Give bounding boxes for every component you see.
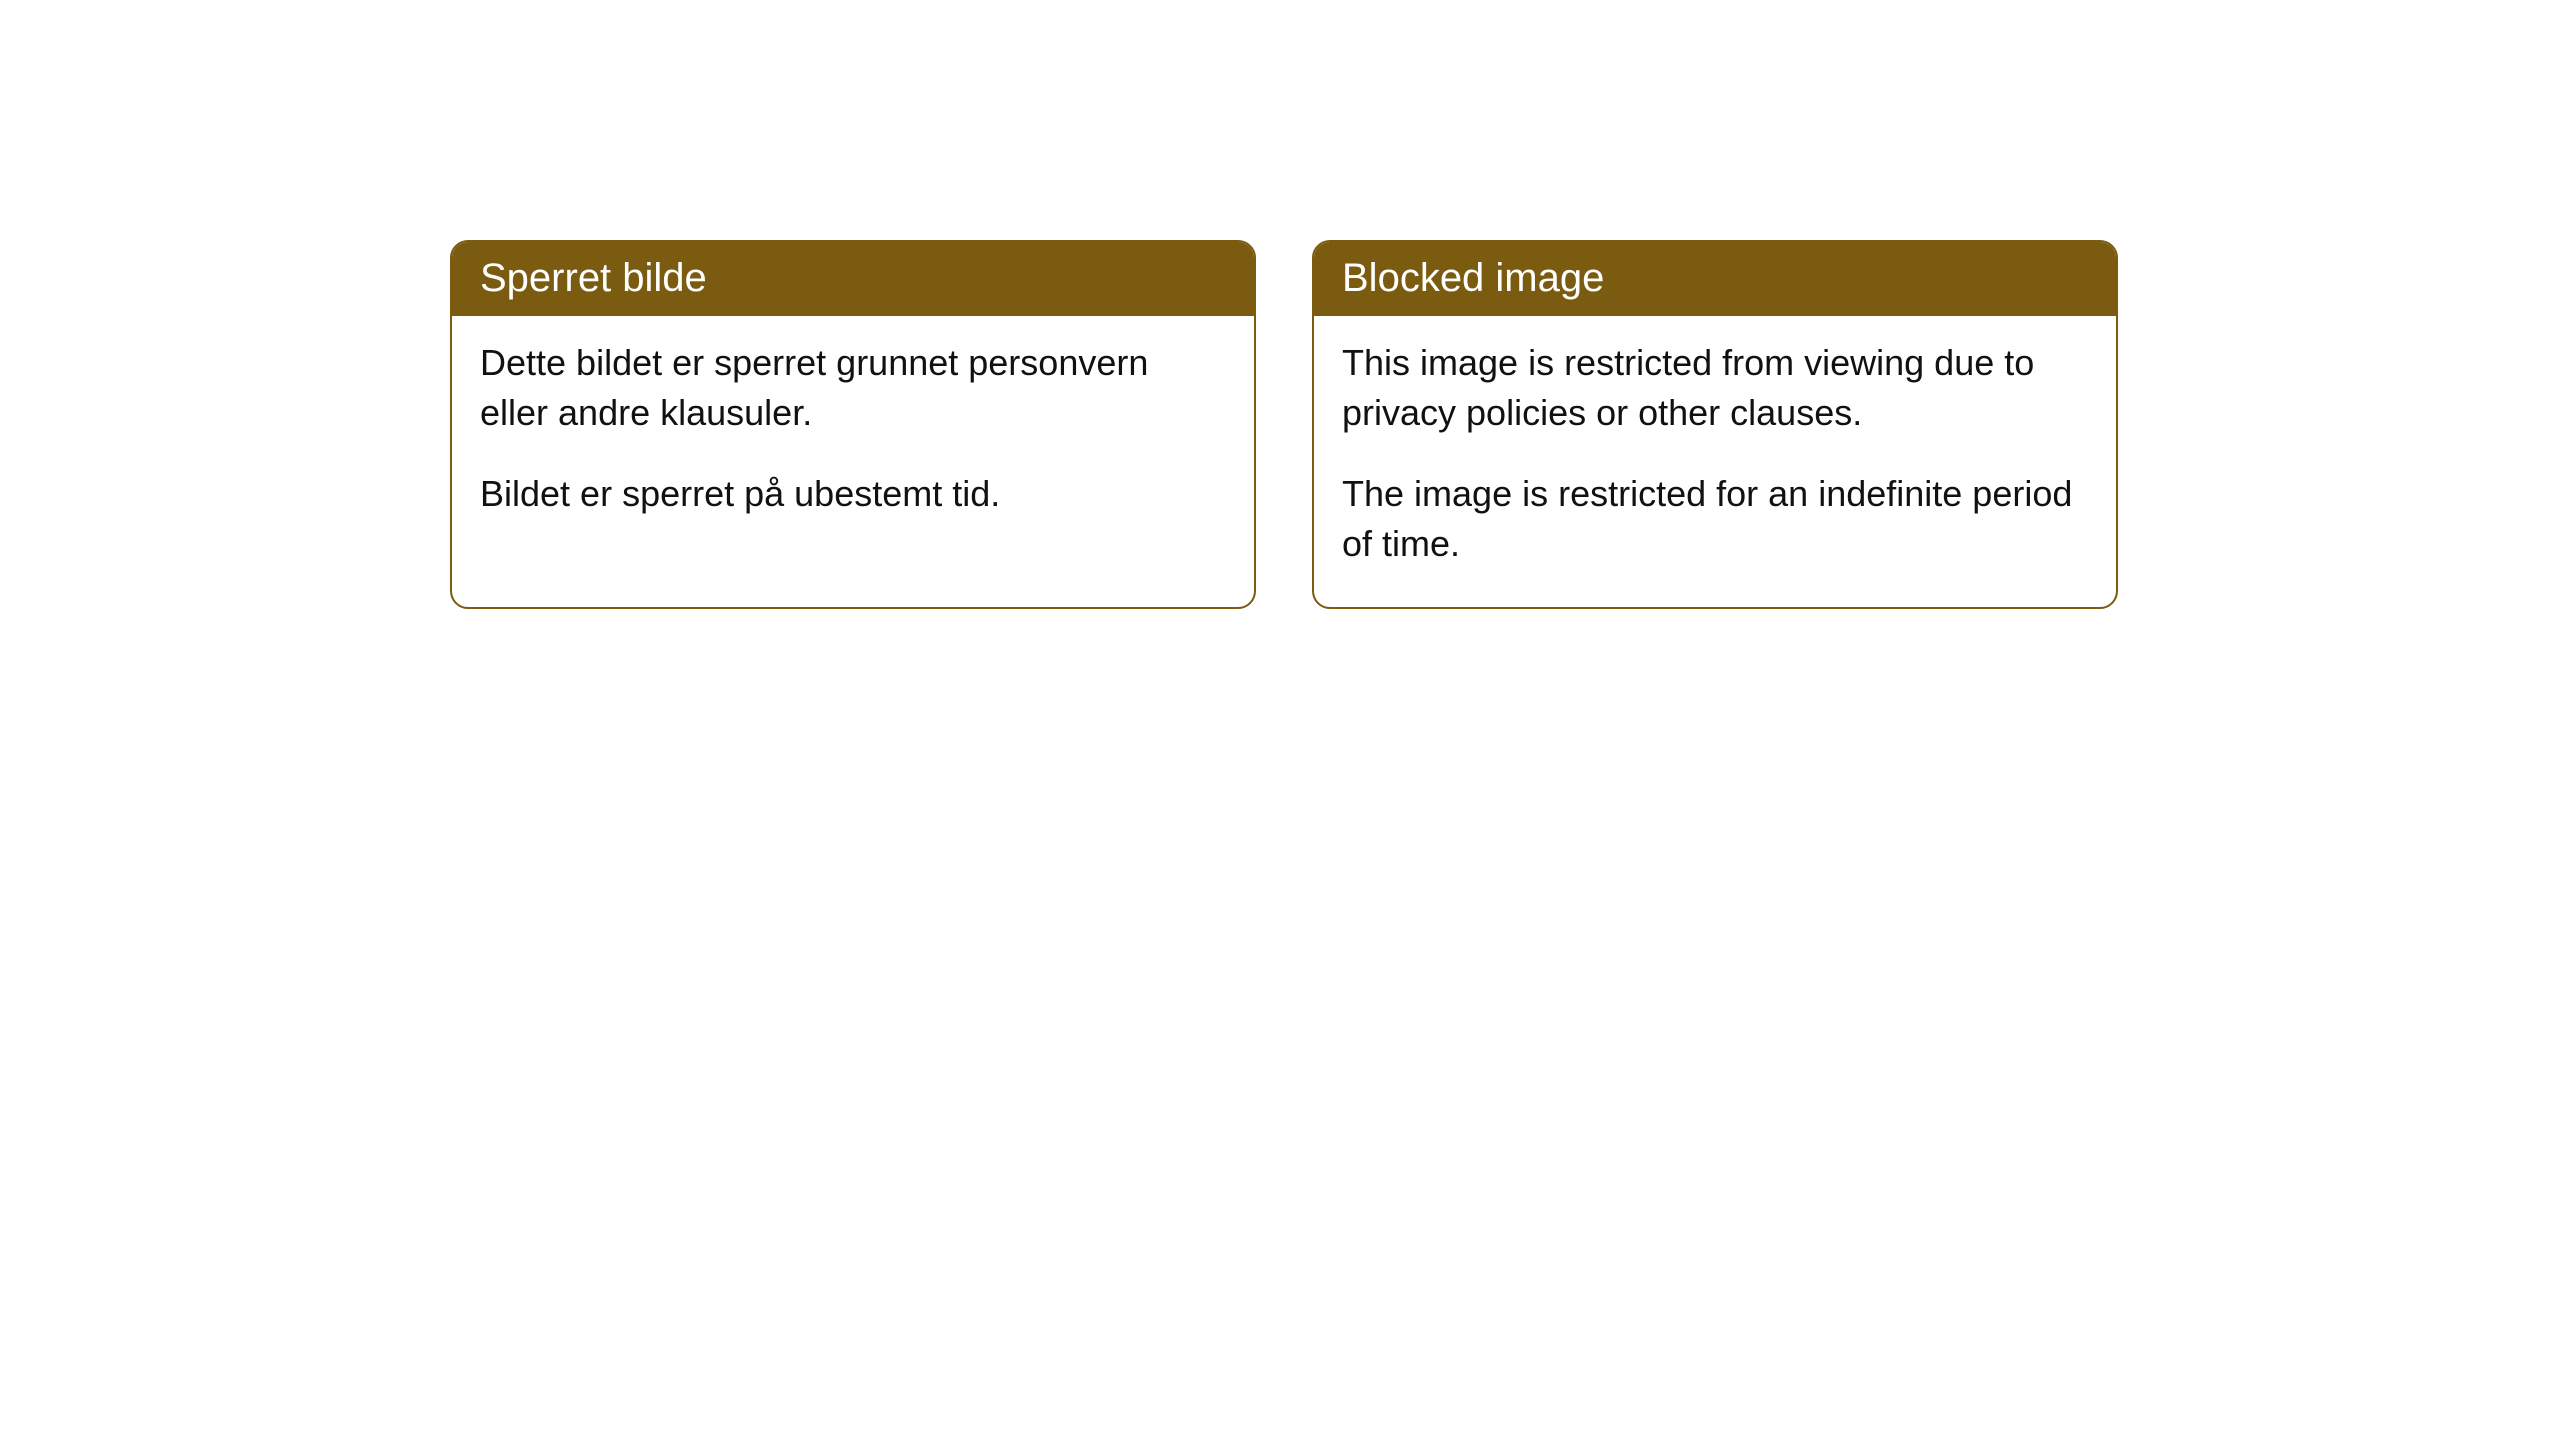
notice-card-body: Dette bildet er sperret grunnet personve… xyxy=(452,316,1254,557)
notice-paragraph: This image is restricted from viewing du… xyxy=(1342,338,2088,437)
notice-container: Sperret bilde Dette bildet er sperret gr… xyxy=(0,0,2560,609)
notice-paragraph: Dette bildet er sperret grunnet personve… xyxy=(480,338,1226,437)
notice-paragraph: The image is restricted for an indefinit… xyxy=(1342,469,2088,568)
notice-card-norwegian: Sperret bilde Dette bildet er sperret gr… xyxy=(450,240,1256,609)
notice-card-english: Blocked image This image is restricted f… xyxy=(1312,240,2118,609)
notice-card-body: This image is restricted from viewing du… xyxy=(1314,316,2116,607)
notice-card-title: Sperret bilde xyxy=(452,242,1254,316)
notice-card-title: Blocked image xyxy=(1314,242,2116,316)
notice-paragraph: Bildet er sperret på ubestemt tid. xyxy=(480,469,1226,519)
